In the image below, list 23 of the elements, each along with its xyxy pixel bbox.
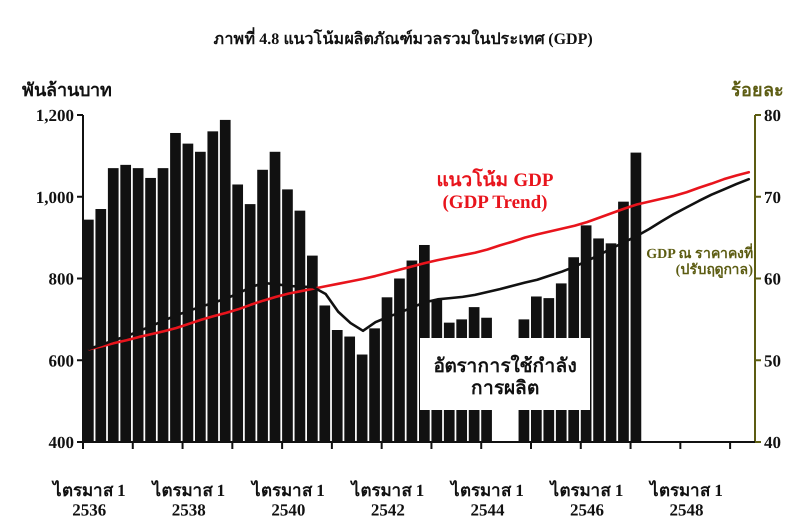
y-tick-label: 1,200 <box>36 106 74 125</box>
y2-tick-label: 60 <box>764 270 781 288</box>
x-tick-label: ไตรมาส 1 2538 <box>150 480 226 520</box>
y2-tick-label: 70 <box>764 188 781 207</box>
y2-tick-label: 50 <box>764 351 781 370</box>
x-tick-label: ไตรมาส 1 2536 <box>50 480 126 520</box>
y-tick-label: 800 <box>48 270 74 288</box>
y-tick-label: 1,000 <box>36 188 74 207</box>
y-tick-label: 400 <box>48 433 74 452</box>
x-tick-label: ไตรมาส 1 2546 <box>548 480 624 520</box>
x-tick-label: ไตรมาส 1 2540 <box>250 480 325 520</box>
y2-axis-title: ร้อยละ <box>731 80 784 100</box>
y2-tick-label: 80 <box>764 106 781 125</box>
y-axis-title: พันล้านบาท <box>22 80 112 100</box>
x-tick-label: ไตรมาส 1 2548 <box>648 480 723 520</box>
y2-tick-label: 40 <box>764 433 781 452</box>
series-label: GDP ณ ราคาคงที่ (ปรับฤดูกาล) <box>646 243 754 278</box>
x-tick-label: ไตรมาส 1 2544 <box>449 480 524 520</box>
chart-title: ภาพที่ 4.8 แนวโน้มผลิตภัณฑ์มวลรวมในประเทศ (GDP) <box>213 27 593 48</box>
x-tick-label: ไตรมาส 1 2542 <box>350 480 424 520</box>
series-label: แนวโน้ม GDP (GDP Trend) <box>436 168 554 213</box>
series-label: อัตราการใช้กำลัง การผลิต <box>434 354 576 399</box>
y-tick-label: 600 <box>48 351 74 370</box>
